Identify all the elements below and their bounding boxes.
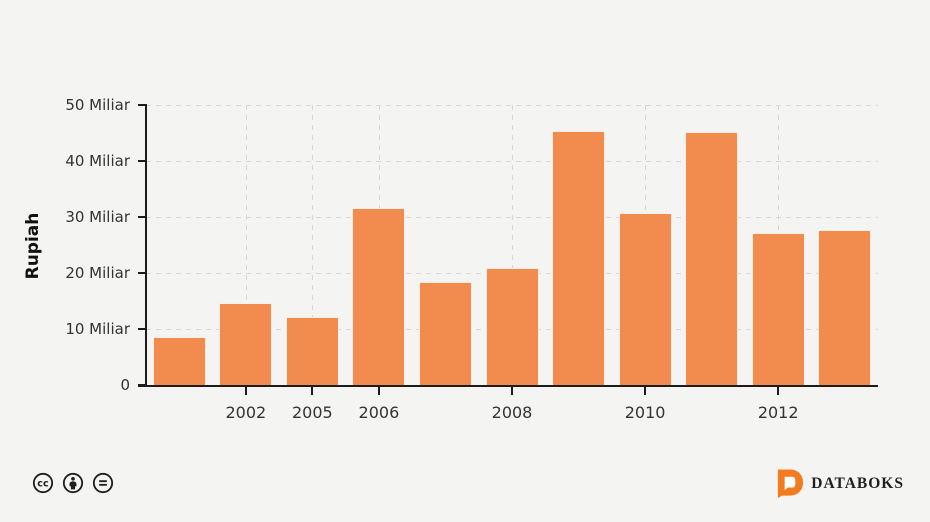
bar-8[interactable] (618, 213, 672, 385)
x-tick (511, 387, 513, 395)
bar-11[interactable] (818, 230, 872, 385)
x-axis-label: 2005 (292, 403, 333, 422)
y-tick (138, 216, 145, 218)
svg-text:cc: cc (37, 478, 49, 489)
bar-6[interactable] (485, 267, 539, 385)
y-tick (138, 384, 145, 386)
x-axis-label: 2010 (624, 403, 666, 422)
databoks-wordmark: DATABOKS (811, 475, 904, 492)
y-axis-label: 10 Miliar (65, 319, 130, 338)
attribution-icon[interactable] (62, 472, 84, 494)
x-axis-label: 2006 (358, 403, 400, 422)
databoks-logo[interactable]: DATABOKS (775, 468, 904, 498)
bar-2[interactable] (219, 302, 273, 385)
x-axis-label: 2008 (491, 403, 533, 422)
x-tick (244, 387, 247, 395)
x-tick (777, 387, 780, 395)
gridline-vertical (245, 105, 247, 385)
no-derivatives-icon[interactable] (92, 472, 114, 494)
x-tick (644, 387, 647, 395)
license-badges[interactable]: cc (32, 472, 114, 494)
x-axis-label: 2002 (225, 403, 267, 422)
bar-7[interactable] (552, 130, 606, 385)
x-axis-label: 2012 (757, 403, 799, 422)
gridline-vertical (312, 105, 314, 385)
y-tick (138, 160, 145, 162)
y-axis-label: 50 Miliar (65, 95, 130, 114)
gridline-vertical (512, 105, 513, 385)
bar-10[interactable] (751, 233, 805, 385)
y-axis-label: 30 Miliar (65, 207, 130, 226)
x-tick (311, 387, 314, 395)
y-axis-line (144, 104, 147, 387)
bar-5[interactable] (418, 281, 472, 385)
cc-icon[interactable]: cc (32, 472, 54, 494)
x-axis-line (138, 384, 878, 387)
y-axis-label: 0 (120, 375, 130, 394)
bar-9[interactable] (685, 132, 739, 385)
y-tick (138, 104, 145, 106)
bar-3[interactable] (285, 317, 339, 385)
databoks-d-icon (778, 469, 804, 498)
y-tick (138, 328, 145, 330)
bar-1[interactable] (152, 336, 206, 385)
y-tick (138, 272, 145, 274)
x-tick (377, 387, 380, 395)
y-axis-label: 40 Miliar (65, 151, 130, 170)
y-axis-label: 20 Miliar (65, 263, 130, 282)
bar-4[interactable] (352, 208, 406, 385)
